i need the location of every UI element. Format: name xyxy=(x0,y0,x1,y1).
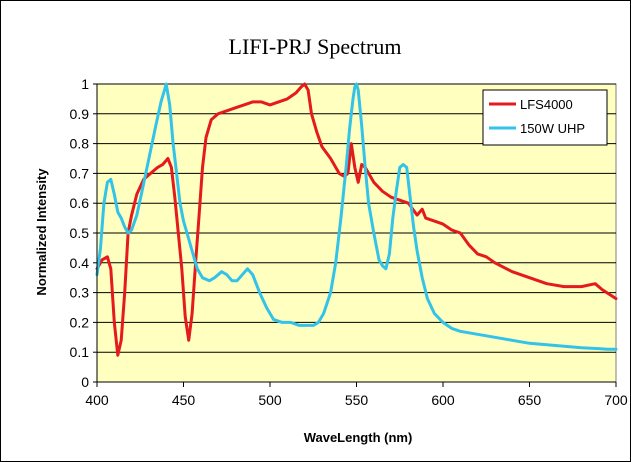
chart-title: LIFI-PRJ Spectrum xyxy=(229,34,402,59)
series-line-150w-uhp xyxy=(95,82,618,351)
y-tick-label: 0.8 xyxy=(70,136,90,152)
x-tick-label: 600 xyxy=(431,392,455,408)
y-tick-label: 0.9 xyxy=(70,106,90,122)
x-axis-ticks: 400 450 500 550 600 650 700 xyxy=(85,382,628,408)
legend: LFS4000 150W UHP xyxy=(482,89,608,146)
x-tick-label: 650 xyxy=(518,392,542,408)
y-tick-label: 0.3 xyxy=(70,285,90,301)
y-tick-label: 0.2 xyxy=(70,314,90,330)
x-tick-label: 450 xyxy=(172,392,196,408)
y-tick-label: 0.1 xyxy=(70,344,90,360)
y-axis-label: Normalized Intensity xyxy=(34,168,49,296)
legend-label-lfs4000: LFS4000 xyxy=(520,97,573,112)
x-tick-label: 700 xyxy=(604,392,628,408)
x-tick-label: 400 xyxy=(85,392,109,408)
x-tick-label: 500 xyxy=(258,392,282,408)
y-tick-label: 0.7 xyxy=(70,165,90,181)
series-line-lfs4000 xyxy=(95,82,618,357)
x-axis-label: WaveLength (nm) xyxy=(304,430,413,445)
legend-label-150w-uhp: 150W UHP xyxy=(520,121,585,136)
y-tick-label: 1 xyxy=(81,76,89,92)
x-tick-label: 550 xyxy=(345,392,369,408)
legend-box xyxy=(482,89,608,146)
y-axis-ticks: 0 0.1 0.2 0.3 0.4 0.5 0.6 0.7 0.8 0.9 1 xyxy=(70,76,97,390)
y-tick-label: 0.4 xyxy=(70,255,90,271)
y-tick-label: 0.5 xyxy=(70,225,90,241)
y-tick-label: 0 xyxy=(81,374,89,390)
y-tick-label: 0.6 xyxy=(70,195,90,211)
series-lines xyxy=(95,82,618,357)
